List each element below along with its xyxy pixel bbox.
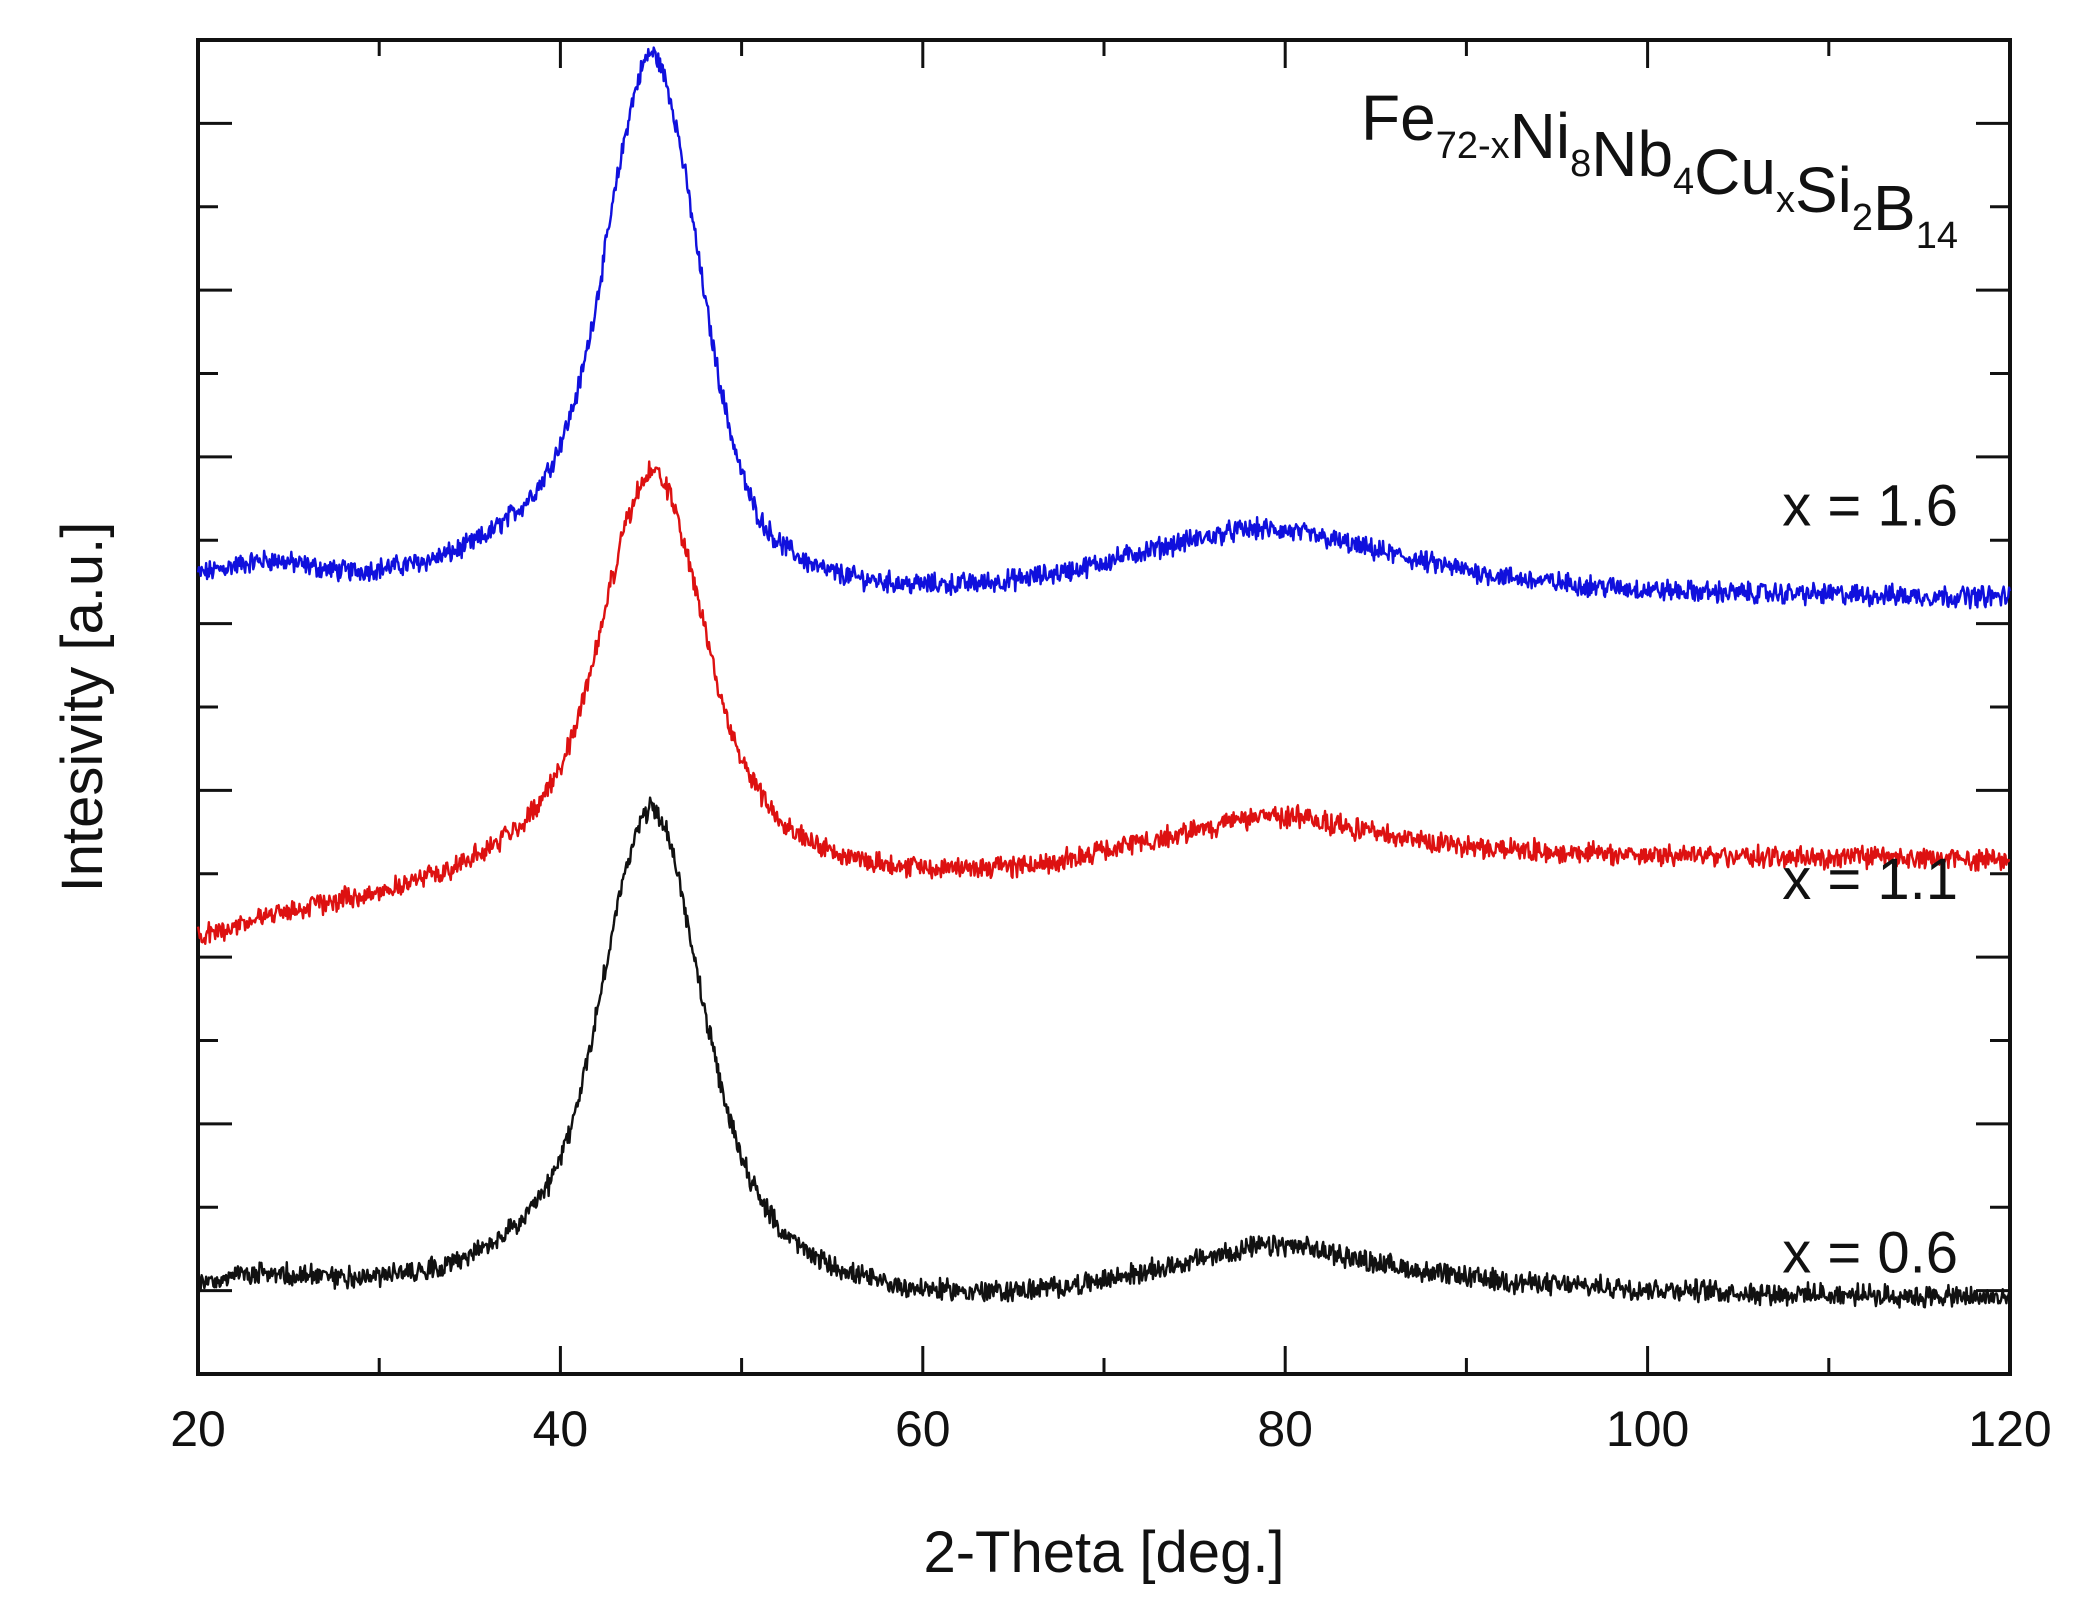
formula-element: Nb (1591, 118, 1673, 190)
formula-element: Si (1795, 154, 1852, 226)
series-label-1: x = 1.6 (1782, 474, 1958, 539)
formula-subscript: 14 (1916, 215, 1958, 257)
plot-frame (196, 38, 2012, 1376)
composition-formula: Fe72-xNi8Nb4CuxSi2B14 (1361, 82, 1958, 257)
series-line-3 (196, 796, 2012, 1309)
formula-element: Cu (1694, 136, 1776, 208)
y-axis-title: Intesivity [a.u.] (50, 522, 115, 893)
series-label-3: x = 0.6 (1782, 1221, 1958, 1286)
series-line-2 (196, 460, 2011, 946)
ticks-group: 20 40 60 80 100 120 (170, 40, 2052, 1457)
series-line-1 (196, 46, 2012, 610)
formula-subscript: x (1776, 179, 1795, 221)
labels-group: x = 1.6 x = 1.1 x = 0.6 (1782, 474, 1958, 1286)
formula-subscript: 2 (1852, 197, 1873, 239)
formula-subscript: 8 (1570, 143, 1591, 185)
x-tick-label: 40 (533, 1401, 589, 1457)
series-group (196, 46, 2012, 1309)
x-tick-label: 60 (895, 1401, 951, 1457)
formula-subscript: 72-x (1436, 125, 1510, 167)
formula-element: B (1873, 172, 1916, 244)
formula-subscript: 4 (1673, 161, 1694, 203)
x-tick-label: 80 (1257, 1401, 1313, 1457)
formula-element: Fe (1361, 82, 1436, 154)
x-axis-title: 2-Theta [deg.] (923, 1520, 1284, 1585)
formula-element: Ni (1510, 100, 1570, 172)
series-label-2: x = 1.1 (1782, 847, 1958, 912)
x-tick-label: 20 (170, 1401, 226, 1457)
x-tick-label: 100 (1606, 1401, 1689, 1457)
x-tick-label: 120 (1968, 1401, 2051, 1457)
